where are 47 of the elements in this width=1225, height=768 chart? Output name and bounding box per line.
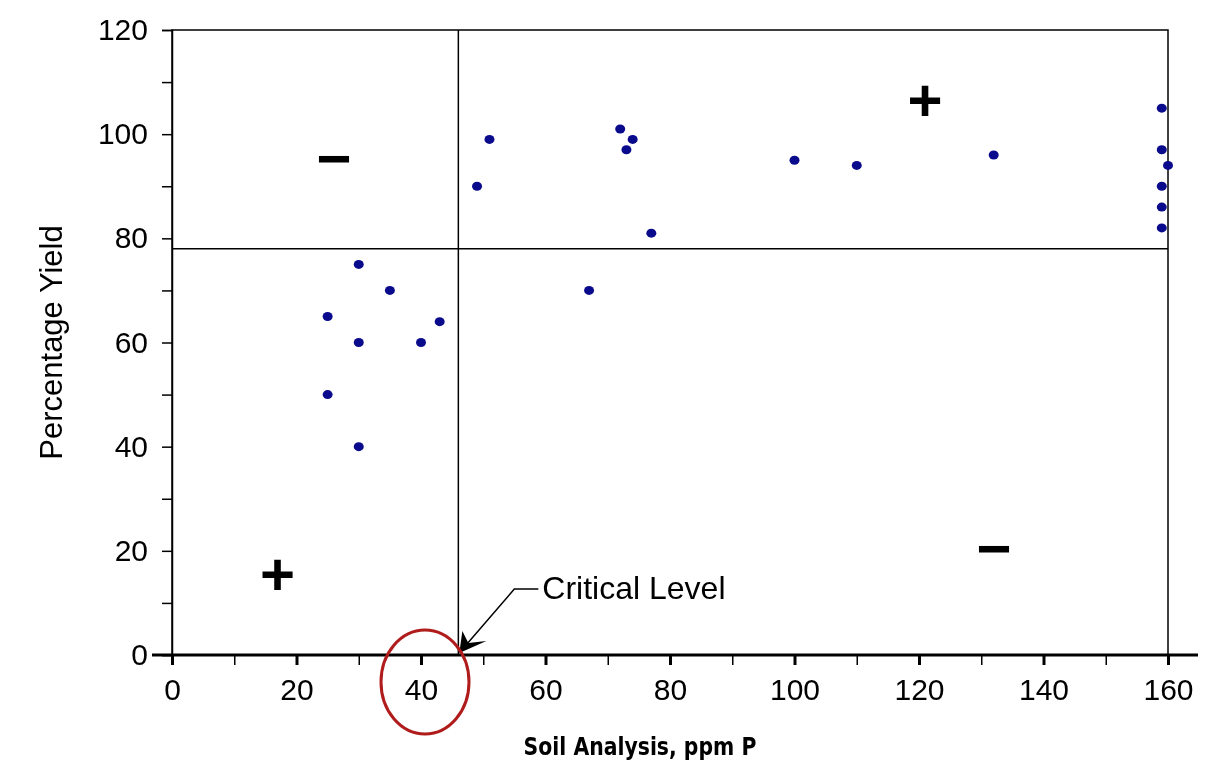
point — [353, 259, 364, 269]
x-tick-label: 20 — [280, 673, 314, 707]
point — [1156, 202, 1167, 212]
point — [646, 228, 657, 238]
y-tick-label: 100 — [97, 117, 148, 151]
x-tick-label: 0 — [164, 673, 181, 707]
x-axis-title: Soil Analysis, ppm P — [523, 732, 757, 761]
x-tick-label: 120 — [894, 673, 945, 707]
point — [484, 134, 495, 144]
point — [472, 181, 483, 191]
annotation: Critical Level — [542, 570, 726, 606]
point — [353, 338, 364, 347]
sign: + — [260, 540, 296, 608]
point — [851, 160, 862, 170]
point — [1163, 160, 1173, 170]
y-tick-label: 80 — [114, 221, 148, 255]
sign: − — [316, 125, 352, 193]
x-tick-label: 40 — [404, 673, 439, 707]
sign: + — [907, 67, 943, 135]
y-tick-label: 120 — [97, 13, 148, 47]
x-tick-label: 100 — [769, 673, 821, 707]
x-tick-label: 60 — [529, 673, 563, 707]
point — [621, 145, 632, 155]
x-tick-label: 140 — [1018, 673, 1070, 707]
point — [615, 124, 626, 134]
point — [384, 285, 395, 295]
point — [322, 311, 333, 321]
point — [353, 442, 364, 452]
point — [434, 317, 445, 327]
y-tick-label: 20 — [114, 533, 148, 567]
point — [1156, 103, 1167, 113]
point — [988, 150, 999, 160]
point — [789, 155, 800, 165]
y-tick-label: 0 — [131, 638, 148, 672]
point — [416, 338, 426, 347]
y-tick-label: 40 — [114, 429, 148, 463]
x-tick-label: 160 — [1143, 673, 1194, 707]
y-tick-label: 60 — [114, 325, 148, 359]
point — [1156, 181, 1167, 191]
point — [584, 285, 595, 295]
x-tick-label: 80 — [653, 673, 688, 707]
y-axis-title: Percentage Yield — [34, 225, 69, 460]
point — [627, 134, 638, 144]
point — [322, 390, 333, 400]
point — [1156, 145, 1167, 155]
sign: − — [976, 514, 1012, 582]
point — [1156, 223, 1167, 233]
